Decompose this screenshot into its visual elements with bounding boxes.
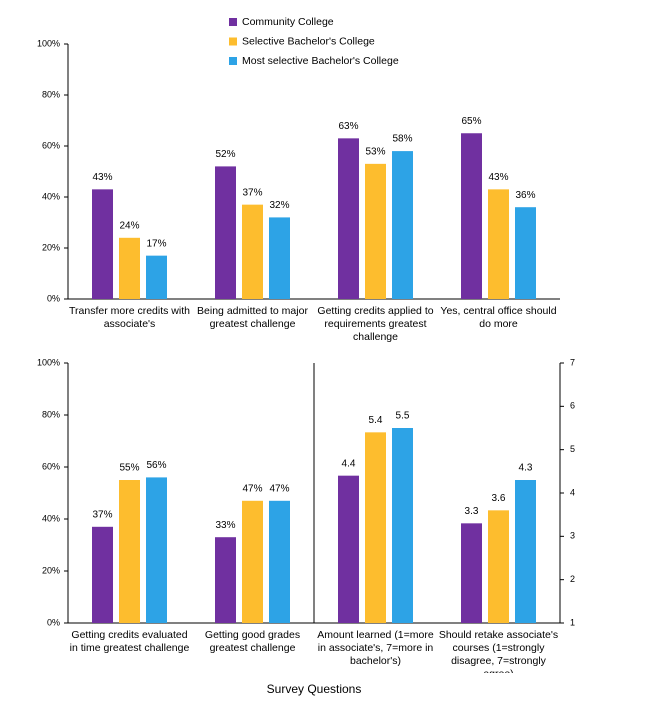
y-tick-label: 40% <box>42 513 60 523</box>
data-label: 33% <box>215 520 235 531</box>
x-tick-label: Being admitted to major greatest challen… <box>197 305 308 330</box>
y-tick-label: 4 <box>570 487 575 497</box>
x-tick-label: Should retake associate's courses (1=str… <box>438 629 559 673</box>
bar <box>269 500 290 623</box>
x-tick-label: Amount learned (1=more in associate's, 7… <box>317 629 434 667</box>
data-label: 37% <box>242 187 262 198</box>
bar <box>461 523 482 623</box>
data-label: 36% <box>515 190 535 201</box>
x-tick-label: Getting good grades greatest challenge <box>204 629 301 654</box>
y-tick-label: 40% <box>42 191 60 201</box>
data-label: 5.4 <box>369 415 383 426</box>
data-label: 4.4 <box>342 458 356 469</box>
y-tick-label: 7 <box>570 357 575 367</box>
data-label: 3.6 <box>492 493 506 504</box>
x-tick-label: Getting credits evaluated in time greate… <box>69 629 190 654</box>
bar <box>119 480 140 623</box>
data-label: 32% <box>269 200 289 211</box>
y-tick-label: 6 <box>570 401 575 411</box>
y-tick-label: 80% <box>42 409 60 419</box>
y-tick-label: 2 <box>570 574 575 584</box>
x-tick-label: Yes, central office should do more <box>440 305 557 330</box>
legend-swatch <box>229 37 237 46</box>
data-label: 58% <box>392 134 412 145</box>
legend-swatch <box>229 18 237 26</box>
bar <box>215 537 236 623</box>
data-label: 37% <box>92 509 112 520</box>
data-label: 43% <box>92 172 112 183</box>
legend-swatch <box>229 57 237 65</box>
bar <box>392 151 413 299</box>
data-label: 43% <box>488 172 508 183</box>
y-tick-label: 80% <box>42 89 60 99</box>
bar <box>92 526 113 623</box>
data-label: 47% <box>242 483 262 494</box>
data-label: 52% <box>215 149 235 160</box>
bar <box>365 432 386 623</box>
bar <box>488 189 509 299</box>
bar <box>461 133 482 299</box>
y-tick-label: 60% <box>42 461 60 471</box>
y-tick-label: 0% <box>47 293 60 303</box>
x-tick-label-box: Getting credits applied to requirements … <box>317 305 434 343</box>
x-tick-label-box: Transfer more credits with associate's <box>69 305 190 330</box>
bar <box>338 475 359 623</box>
x-axis-title: Survey Questions <box>267 682 362 696</box>
data-label: 56% <box>146 460 166 471</box>
y-tick-label: 20% <box>42 242 60 252</box>
legend-label: Community College <box>242 16 334 28</box>
data-label: 4.3 <box>519 463 533 474</box>
bar <box>92 189 113 299</box>
data-label: 55% <box>119 463 139 474</box>
x-tick-label: Transfer more credits with associate's <box>69 305 190 330</box>
y-tick-label: 3 <box>570 531 575 541</box>
data-label: 5.5 <box>396 411 410 422</box>
data-label: 17% <box>146 238 166 249</box>
x-tick-label-box: Getting credits evaluated in time greate… <box>69 629 190 654</box>
legend-label: Selective Bachelor's College <box>242 35 375 47</box>
data-label: 53% <box>365 146 385 157</box>
bar <box>242 204 263 299</box>
bar <box>338 138 359 299</box>
y-tick-label: 100% <box>37 38 60 48</box>
bar <box>215 166 236 299</box>
y-tick-label: 1 <box>570 617 575 627</box>
bar <box>146 477 167 623</box>
bar <box>365 163 386 299</box>
data-label: 65% <box>461 116 481 127</box>
y-tick-label: 20% <box>42 565 60 575</box>
x-tick-label-box: Being admitted to major greatest challen… <box>197 305 308 330</box>
bar <box>515 480 536 623</box>
x-tick-label-box: Should retake associate's courses (1=str… <box>438 629 559 673</box>
x-tick-label-box: Amount learned (1=more in associate's, 7… <box>317 629 434 667</box>
bar <box>515 207 536 299</box>
y-tick-label: 5 <box>570 444 575 454</box>
bar <box>488 510 509 623</box>
bar <box>242 500 263 623</box>
y-tick-label: 60% <box>42 140 60 150</box>
legend-label: Most selective Bachelor's College <box>242 55 399 67</box>
x-tick-label-box: Yes, central office should do more <box>440 305 557 330</box>
y-tick-label: 100% <box>37 357 60 367</box>
y-tick-label: 0% <box>47 617 60 627</box>
data-label: 3.3 <box>465 506 479 517</box>
x-tick-label: Getting credits applied to requirements … <box>317 305 434 343</box>
bar <box>269 217 290 299</box>
x-tick-label-box: Getting good grades greatest challenge <box>204 629 301 654</box>
data-label: 47% <box>269 483 289 494</box>
data-label: 24% <box>119 220 139 231</box>
data-label: 63% <box>338 121 358 132</box>
bar <box>146 255 167 299</box>
bar <box>392 428 413 623</box>
bar <box>119 237 140 299</box>
